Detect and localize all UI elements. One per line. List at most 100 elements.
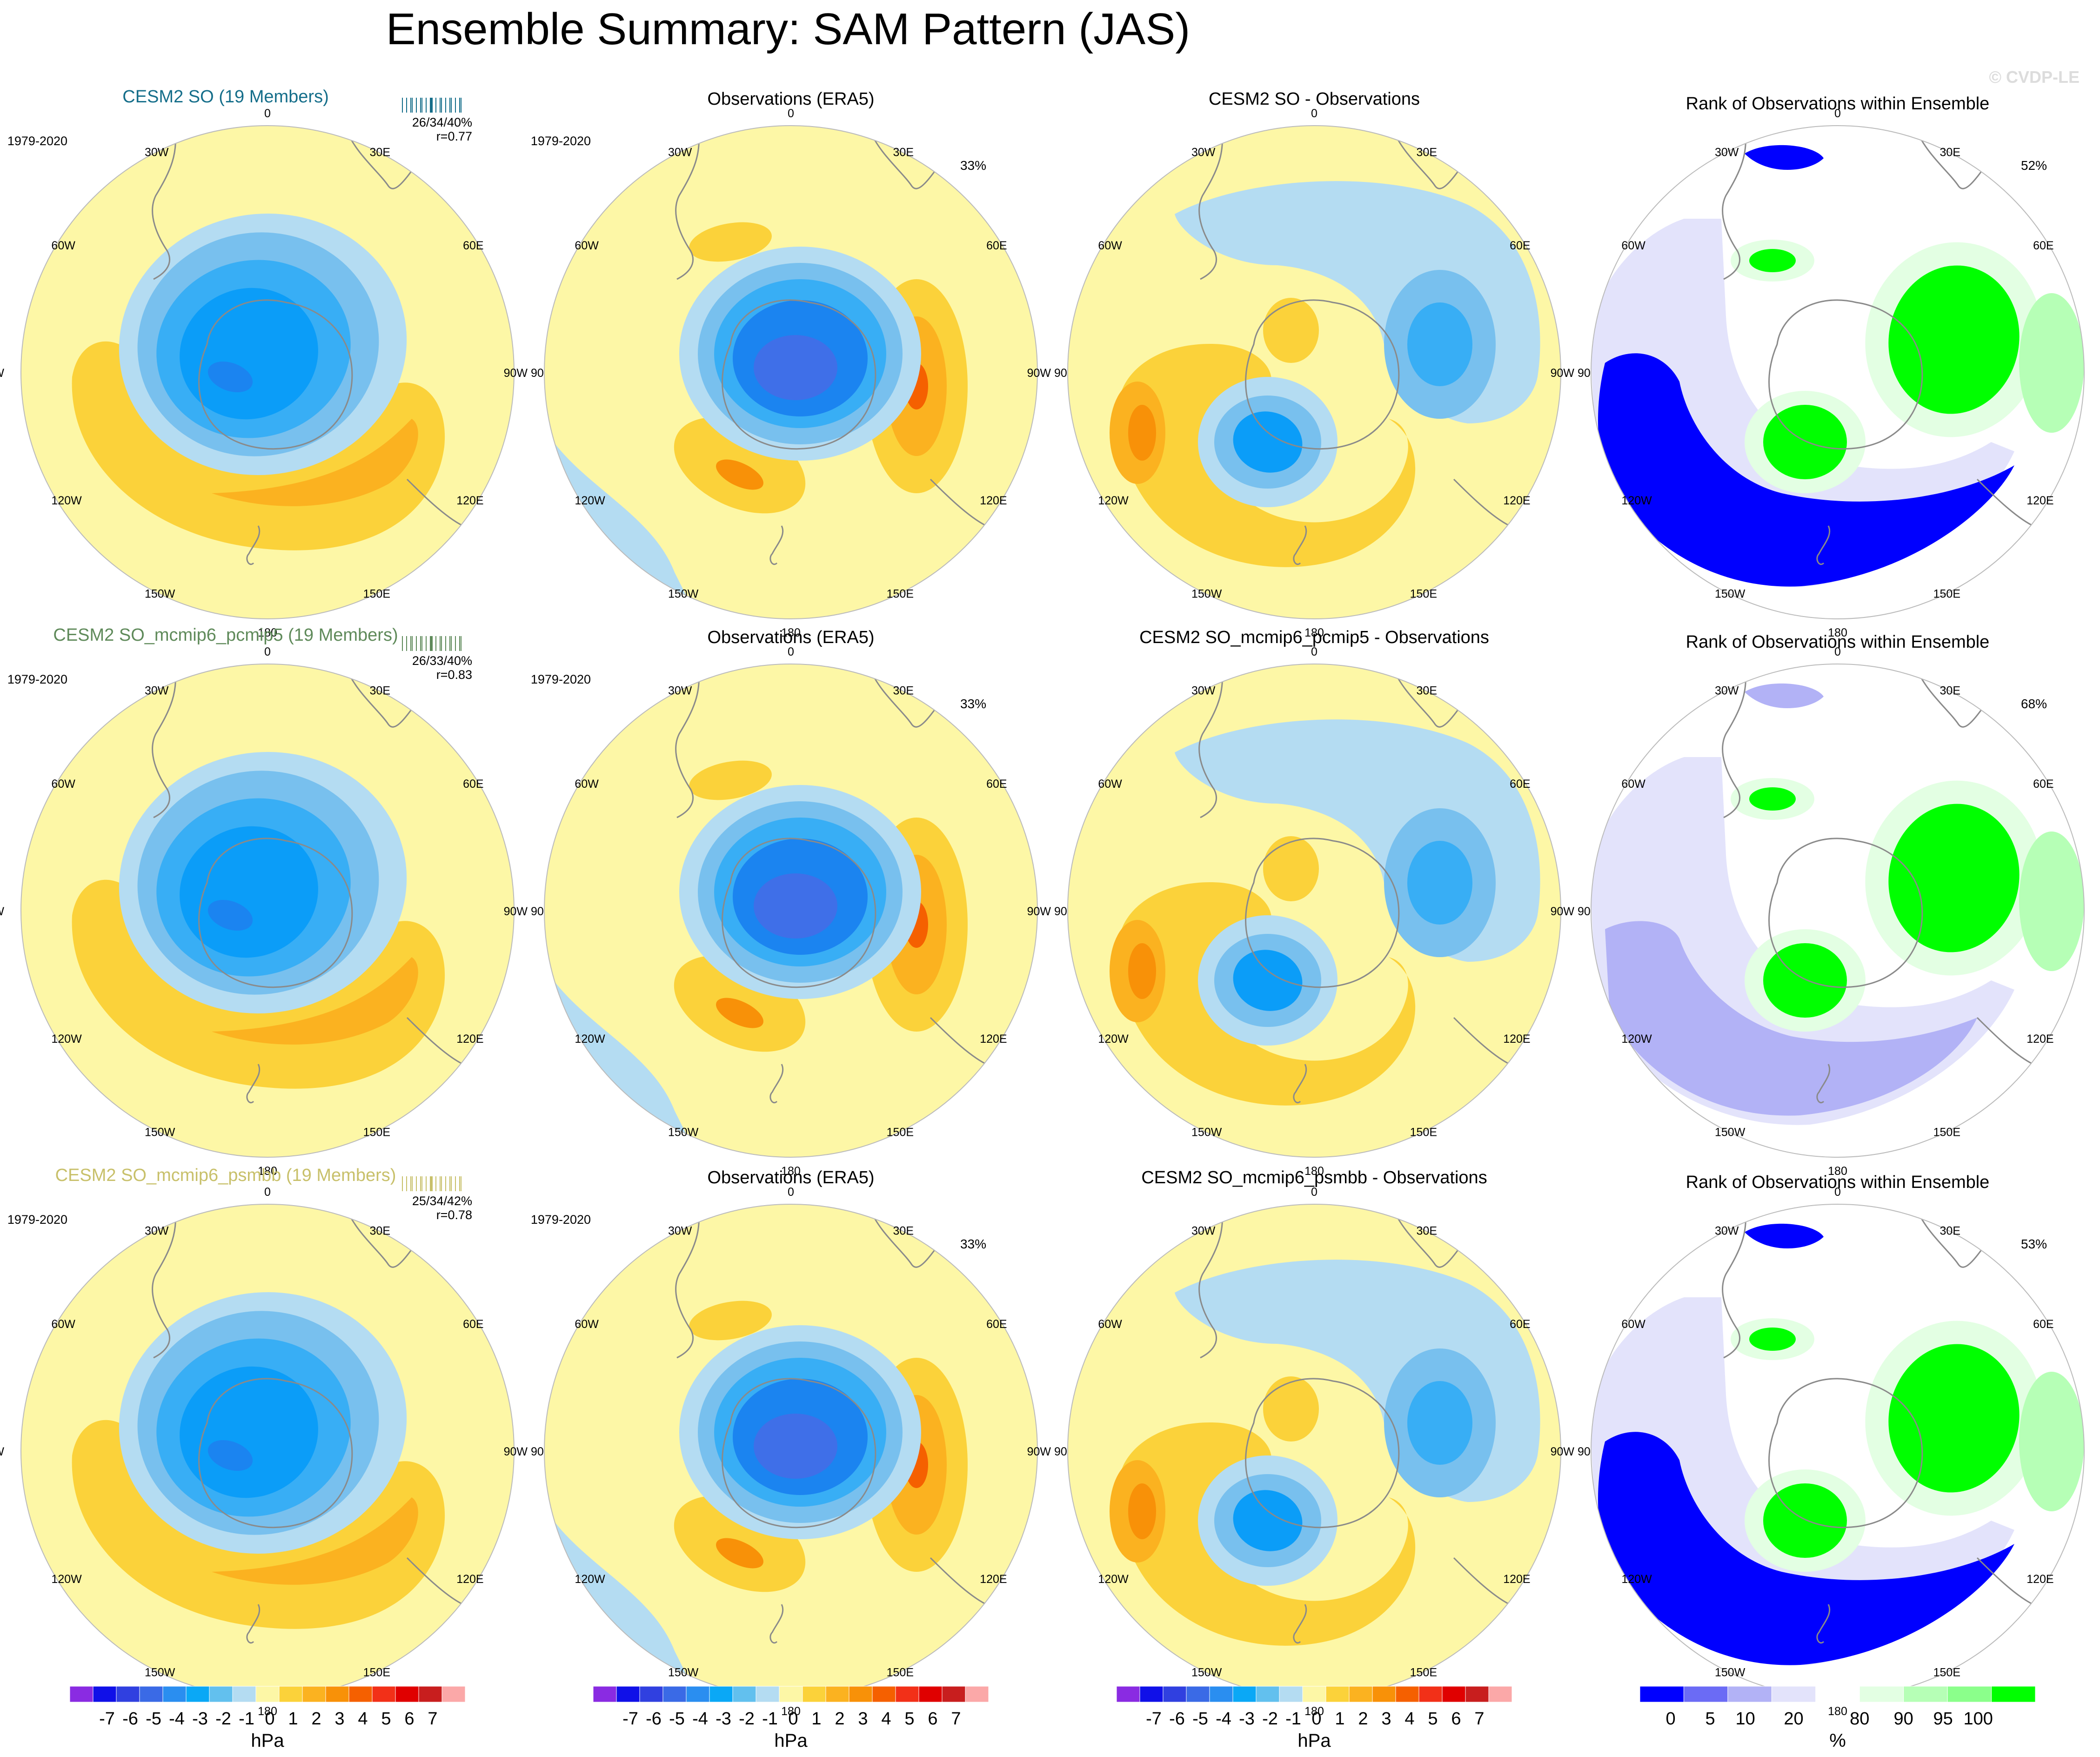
longitude-label: 90W bbox=[1027, 367, 1051, 380]
colorbar-tick: -4 bbox=[1216, 1709, 1231, 1729]
rank-pct: 52% bbox=[2021, 158, 2047, 173]
colorbar-swatch bbox=[395, 1686, 419, 1703]
longitude-label: 0 bbox=[1834, 645, 1841, 658]
colorbar-swatch bbox=[209, 1686, 233, 1703]
longitude-label: 60E bbox=[463, 239, 483, 252]
colorbar-swatch bbox=[255, 1686, 280, 1703]
positive-ring bbox=[1117, 882, 1416, 1106]
longitude-label: 30E bbox=[1940, 1224, 1960, 1237]
low-contour-4 bbox=[180, 1366, 318, 1498]
colorbar-tick: 2 bbox=[1358, 1709, 1368, 1729]
coastline-0 bbox=[1245, 299, 1400, 450]
longitude-label: 150E bbox=[887, 588, 914, 601]
longitude-label: 0 bbox=[1311, 1186, 1318, 1199]
rank-band-light bbox=[1605, 921, 1977, 1116]
coastline-2 bbox=[346, 130, 422, 189]
coastline-4 bbox=[769, 1064, 784, 1103]
coastline-1 bbox=[152, 664, 177, 818]
colorbar-swatch bbox=[1465, 1686, 1489, 1703]
colorbar-unit: hPa bbox=[774, 1730, 808, 1751]
colorbar-hpa-2: -7 -6 -5 -4 -3 -2 -1 0 1 2 3 4 5 6 7 hPa bbox=[593, 1686, 989, 1751]
pattern-stats: 26/34/40% bbox=[412, 115, 472, 129]
longitude-label: 150W bbox=[145, 1126, 175, 1139]
panel-title: Observations (ERA5) bbox=[707, 89, 874, 109]
positive-ring-inner bbox=[212, 957, 418, 1045]
longitude-label: 120W bbox=[1621, 1033, 1652, 1046]
high-peninsula bbox=[1263, 1376, 1319, 1442]
pattern-stats: 26/33/40% bbox=[412, 654, 472, 668]
colorbar-swatch bbox=[441, 1686, 466, 1703]
longitude-label: 150E bbox=[1410, 1666, 1437, 1679]
longitude-label: 150E bbox=[363, 588, 390, 601]
low-contour-5 bbox=[207, 362, 253, 392]
colorbar-tick: -6 bbox=[646, 1709, 662, 1729]
coastline-4 bbox=[1293, 1604, 1307, 1643]
longitude-label: 120E bbox=[456, 494, 483, 507]
longitude-label: 150E bbox=[363, 1666, 390, 1679]
period-label: 1979-2020 bbox=[531, 134, 591, 148]
high-lobe-pacific-core bbox=[716, 459, 763, 490]
longitude-label: 0 bbox=[788, 645, 794, 658]
colorbar-swatch bbox=[1683, 1686, 1728, 1703]
panel-r1-c2: Observations (ERA5)030E60E90E120E150E180… bbox=[504, 89, 1075, 639]
colorbar-tick: 0 bbox=[1666, 1709, 1676, 1729]
coastline-0 bbox=[1768, 299, 1923, 450]
rank-patch-north bbox=[1745, 683, 1824, 708]
colorbar-swatch bbox=[1209, 1686, 1233, 1703]
colorbar-tick: 4 bbox=[358, 1709, 368, 1729]
map-disc bbox=[1591, 126, 2084, 619]
high-atlantic-core bbox=[1128, 1483, 1156, 1539]
colorbar-swatch bbox=[232, 1686, 256, 1703]
longitude-label: 180 bbox=[258, 1165, 277, 1178]
colorbar-tick: 4 bbox=[881, 1709, 891, 1729]
colorbar-tick: 2 bbox=[835, 1709, 844, 1729]
pattern-correlation: r=0.77 bbox=[436, 129, 472, 143]
colorbar-swatch bbox=[69, 1686, 94, 1703]
longitude-label: 120W bbox=[51, 1033, 82, 1046]
longitude-label: 90W bbox=[0, 367, 4, 380]
coastline-1 bbox=[1198, 126, 1224, 280]
longitude-label: 30E bbox=[893, 684, 914, 697]
longitude-label: 180 bbox=[781, 626, 801, 639]
colorbar-swatch bbox=[1947, 1686, 1992, 1703]
longitude-label: 30E bbox=[1417, 146, 1437, 159]
longitude-label: 60W bbox=[575, 778, 599, 791]
coastline-0 bbox=[198, 1378, 353, 1529]
colorbar-tick: 7 bbox=[428, 1709, 437, 1729]
panel-title: CESM2 SO_mcmip6_psmbb (19 Members) bbox=[55, 1166, 396, 1185]
colorbar-tick: -1 bbox=[762, 1709, 778, 1729]
colorbar-tick: 2 bbox=[311, 1709, 321, 1729]
obs-variance-pct: 33% bbox=[960, 158, 986, 173]
longitude-label: 30E bbox=[893, 146, 914, 159]
colorbar-tick: 80 bbox=[1850, 1709, 1869, 1729]
coastline-4 bbox=[1293, 1064, 1307, 1103]
colorbar-swatch bbox=[139, 1686, 163, 1703]
rank-patch-green-indian bbox=[1888, 804, 2020, 952]
figure-title: Ensemble Summary: SAM Pattern (JAS) bbox=[386, 4, 1190, 54]
longitude-label: 120W bbox=[1098, 1033, 1129, 1046]
colorbar-tick: 90 bbox=[1894, 1709, 1913, 1729]
colorbar-tick: 5 bbox=[1705, 1709, 1715, 1729]
colorbar-tick: -6 bbox=[1169, 1709, 1185, 1729]
longitude-label: 90W bbox=[504, 367, 528, 380]
longitude-label: 150E bbox=[1933, 588, 1960, 601]
coastline-4 bbox=[246, 525, 261, 565]
longitude-label: 60W bbox=[51, 778, 75, 791]
coastline-2 bbox=[1916, 668, 1992, 728]
low-indian-2 bbox=[1407, 841, 1472, 925]
high-peninsula bbox=[1263, 836, 1319, 901]
colorbar-tick: 3 bbox=[1381, 1709, 1391, 1729]
map-disc bbox=[1591, 664, 2084, 1157]
colorbar-swatch bbox=[895, 1686, 919, 1703]
coastline-2 bbox=[869, 1208, 945, 1268]
longitude-label: 180 bbox=[1304, 1165, 1324, 1178]
colorbar-tick: 1 bbox=[1335, 1709, 1344, 1729]
obs-variance-pct: 33% bbox=[960, 1237, 986, 1251]
longitude-label: 120W bbox=[51, 1573, 82, 1586]
member-spread-ticks-icon bbox=[402, 98, 461, 113]
coastline-2 bbox=[1392, 130, 1469, 189]
